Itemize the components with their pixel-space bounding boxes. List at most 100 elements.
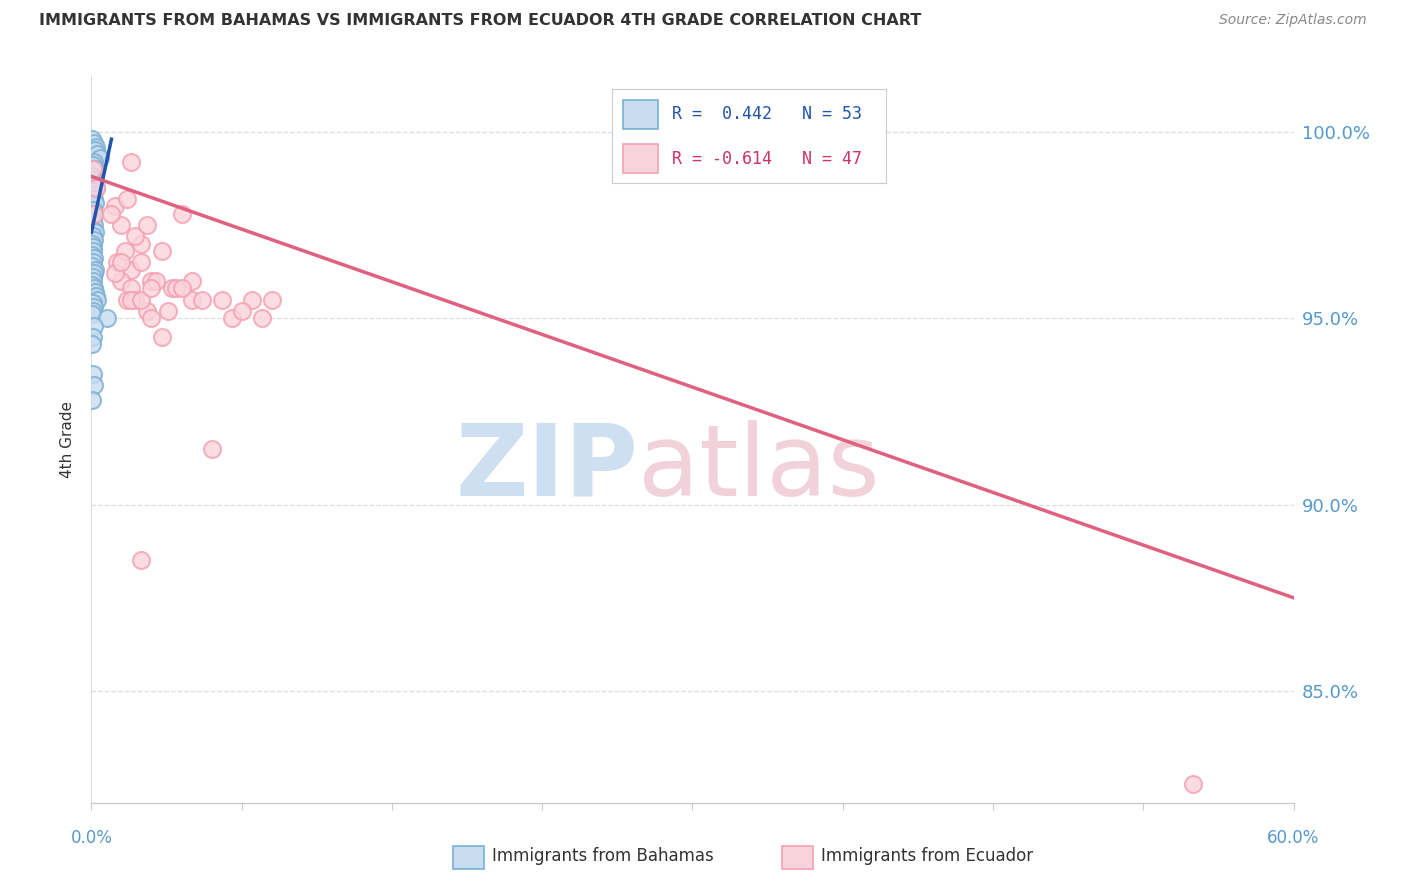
Point <box>83 192 105 206</box>
Point <box>136 303 159 318</box>
Point <box>83 267 105 281</box>
Point <box>82 214 104 228</box>
Point <box>117 293 139 307</box>
Point <box>104 199 127 213</box>
Text: atlas: atlas <box>638 420 880 516</box>
Point <box>82 240 104 254</box>
Point <box>80 221 103 235</box>
Point <box>83 207 105 221</box>
Point <box>121 154 143 169</box>
Point <box>83 154 105 169</box>
Point <box>83 136 105 150</box>
Point <box>96 311 118 326</box>
Text: R = -0.614   N = 47: R = -0.614 N = 47 <box>672 150 862 168</box>
Point <box>100 207 122 221</box>
Point <box>131 553 153 567</box>
Point <box>82 303 104 318</box>
Point <box>83 177 105 191</box>
Point <box>83 226 105 240</box>
Point <box>110 218 132 232</box>
Point <box>114 244 136 258</box>
Point <box>165 281 187 295</box>
Point <box>82 229 104 244</box>
Point <box>82 307 104 321</box>
Point <box>160 281 183 295</box>
Point <box>83 281 105 295</box>
Text: 60.0%: 60.0% <box>1267 829 1320 847</box>
Point <box>83 378 105 392</box>
Point <box>156 303 179 318</box>
Point <box>83 318 105 333</box>
Point <box>145 274 167 288</box>
Point <box>231 303 253 318</box>
Point <box>84 195 107 210</box>
Point <box>86 293 108 307</box>
Point <box>82 207 104 221</box>
Point <box>131 236 153 251</box>
Point <box>107 255 129 269</box>
Point <box>82 173 104 187</box>
Text: R =  0.442   N = 53: R = 0.442 N = 53 <box>672 105 862 123</box>
Point <box>124 229 146 244</box>
Point <box>82 236 104 251</box>
Y-axis label: 4th Grade: 4th Grade <box>60 401 76 478</box>
Point <box>141 274 163 288</box>
Point <box>82 158 104 172</box>
Point <box>84 139 107 153</box>
Text: Immigrants from Ecuador: Immigrants from Ecuador <box>821 847 1033 865</box>
Point <box>84 289 107 303</box>
Point <box>131 293 153 307</box>
Point <box>131 255 153 269</box>
Bar <box>623 100 658 129</box>
Point <box>124 293 146 307</box>
Point <box>82 337 104 351</box>
Point <box>82 202 104 217</box>
Point <box>121 262 143 277</box>
Point <box>110 274 132 288</box>
Point <box>104 267 127 281</box>
Point <box>110 255 132 269</box>
Point <box>84 285 107 299</box>
Text: ZIP: ZIP <box>456 420 638 516</box>
Point <box>82 255 104 269</box>
Point <box>82 270 104 285</box>
Point <box>82 161 104 176</box>
Point <box>180 293 202 307</box>
Point <box>83 233 105 247</box>
Point <box>89 151 111 165</box>
Point <box>117 192 139 206</box>
Text: Immigrants from Bahamas: Immigrants from Bahamas <box>492 847 714 865</box>
Point <box>82 367 104 381</box>
Point <box>250 311 273 326</box>
Point <box>82 259 104 273</box>
Point <box>221 311 243 326</box>
Point <box>86 180 108 194</box>
Point <box>83 218 105 232</box>
Point <box>141 281 163 295</box>
Point <box>84 144 107 158</box>
Point <box>86 180 108 194</box>
Point <box>83 300 105 314</box>
Point <box>150 244 173 258</box>
Point <box>82 185 104 199</box>
Point <box>190 293 212 307</box>
Point <box>82 132 104 146</box>
Point <box>82 169 104 184</box>
Point <box>84 161 107 176</box>
Point <box>86 147 108 161</box>
Text: IMMIGRANTS FROM BAHAMAS VS IMMIGRANTS FROM ECUADOR 4TH GRADE CORRELATION CHART: IMMIGRANTS FROM BAHAMAS VS IMMIGRANTS FR… <box>39 13 921 29</box>
Point <box>141 311 163 326</box>
Point <box>80 248 103 262</box>
Point <box>136 218 159 232</box>
Point <box>211 293 233 307</box>
Point <box>121 281 143 295</box>
Bar <box>623 144 658 173</box>
Point <box>82 188 104 202</box>
Point <box>82 330 104 344</box>
Point <box>1182 777 1205 791</box>
Point <box>84 262 107 277</box>
Point <box>82 277 104 292</box>
Point <box>170 281 193 295</box>
Point <box>201 442 224 456</box>
Point <box>82 296 104 310</box>
